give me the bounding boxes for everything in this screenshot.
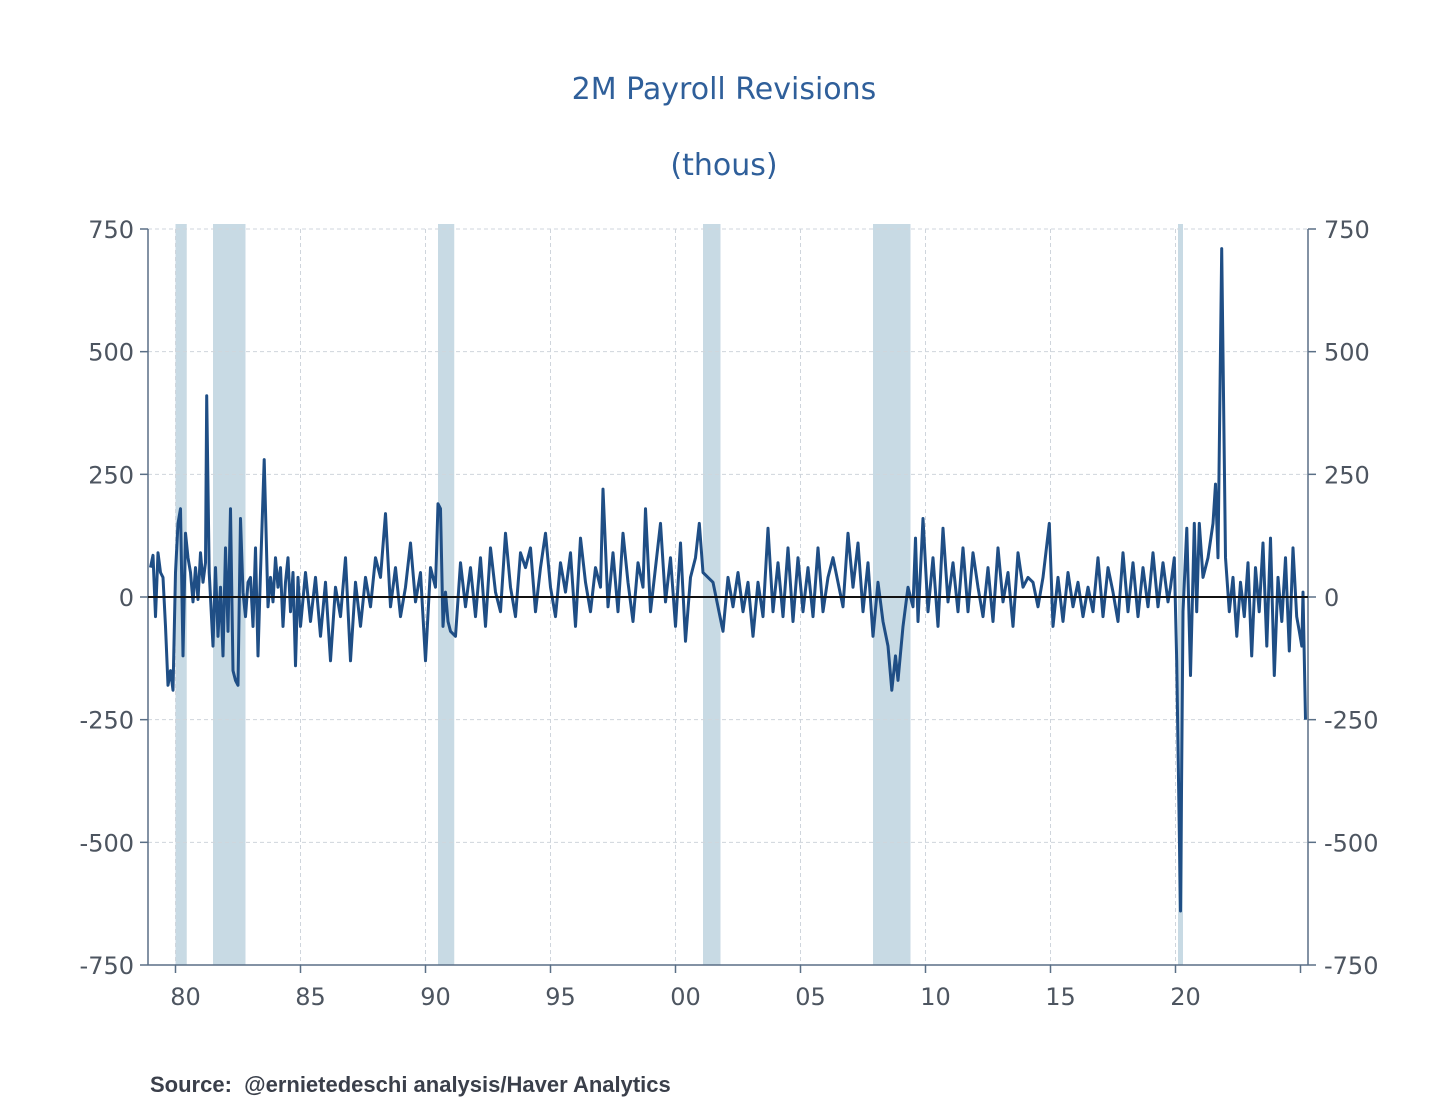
- source-note: Source: @ernietedeschi analysis/Haver An…: [150, 1072, 671, 1097]
- y-tick-label-right: 500: [1324, 339, 1370, 367]
- recession-bar: [703, 224, 721, 965]
- x-tick-label: 95: [545, 983, 576, 1011]
- y-tick-label-left: 500: [88, 339, 134, 367]
- y-tick-label-right: -750: [1324, 952, 1378, 980]
- y-tick-label-right: 250: [1324, 461, 1370, 489]
- series-layer: [148, 247, 1308, 913]
- recession-bar: [1178, 224, 1183, 965]
- chart-title: 2M Payroll Revisions: [571, 72, 877, 107]
- x-tick-label: 05: [795, 983, 826, 1011]
- chart-subtitle: (thous): [670, 148, 778, 183]
- y-tick-label-left: 250: [88, 461, 134, 489]
- x-tick-label: 15: [1045, 983, 1076, 1011]
- series-line: [149, 247, 1307, 913]
- y-tick-label-left: -750: [80, 952, 134, 980]
- x-tick-label: 00: [670, 983, 701, 1011]
- x-tick-label: 85: [295, 983, 326, 1011]
- y-tick-label-right: -500: [1324, 829, 1378, 857]
- x-tick-label: 90: [420, 983, 451, 1011]
- y-tick-label-right: -250: [1324, 707, 1378, 735]
- y-tick-label-right: 0: [1324, 584, 1339, 612]
- y-tick-label-left: -500: [80, 829, 134, 857]
- y-tick-label-left: -250: [80, 707, 134, 735]
- x-tick-label: 20: [1170, 983, 1201, 1011]
- x-tick-label: 80: [170, 983, 201, 1011]
- x-tick-label: 10: [920, 983, 951, 1011]
- y-tick-label-left: 750: [88, 216, 134, 244]
- y-tick-label-left: 0: [119, 584, 134, 612]
- y-tick-label-right: 750: [1324, 216, 1370, 244]
